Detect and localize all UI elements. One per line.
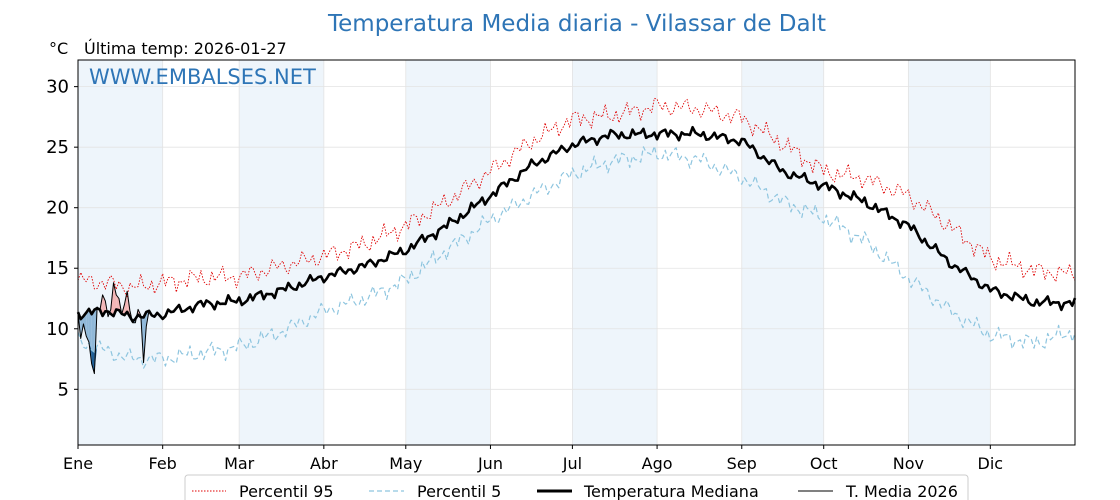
month-band [572, 60, 658, 445]
series-line-percentil-5 [77, 145, 1076, 369]
legend-label-2026: T. Media 2026 [845, 482, 958, 500]
below-median-fill [86, 308, 89, 343]
month-band [78, 60, 163, 445]
x-tick-label: Jun [477, 454, 503, 473]
legend-label-median: Temperatura Mediana [583, 482, 759, 500]
series-line-t-media-2026 [77, 282, 150, 375]
x-tick-label: May [389, 454, 422, 473]
above-median-fill [116, 294, 119, 311]
x-tick-label: Feb [149, 454, 177, 473]
above-median-fill [124, 291, 128, 316]
y-tick-label: 20 [46, 198, 69, 219]
legend-box [184, 474, 969, 500]
y-tick-label: 15 [46, 258, 69, 279]
month-band [741, 60, 824, 445]
x-tick-label: Sep [727, 454, 757, 473]
x-tick-label: Ago [642, 454, 673, 473]
below-p5-fill [91, 350, 95, 374]
x-tick-label: Jul [562, 454, 582, 473]
series-line-temperatura-mediana [76, 125, 1077, 323]
watermark: WWW.EMBALSES.NET [89, 65, 316, 89]
y-axis: 5 10 15 20 25 30 [46, 77, 78, 400]
legend-label-p5: Percentil 5 [417, 482, 501, 500]
legend-label-p95: Percentil 95 [239, 482, 334, 500]
plot-frame [77, 59, 1076, 446]
x-tick-label: Dic [978, 454, 1004, 473]
month-bands [78, 60, 991, 445]
chart-title: Temperatura Media diaria - Vilassar de D… [327, 11, 826, 37]
x-tick-label: Abr [310, 454, 338, 473]
series-lines [76, 97, 1077, 375]
y-tick-label: 5 [58, 379, 69, 400]
x-tick-label: Mar [224, 454, 255, 473]
month-band [239, 60, 324, 445]
y-tick-label: 30 [46, 77, 69, 98]
x-tick-label: Oct [810, 454, 838, 473]
unit-label: °C [49, 39, 68, 58]
x-axis: Ene Feb Mar Abr May Jun Jul Ago Sep Oct Nov Dic [63, 445, 1003, 473]
below-median-fill [83, 312, 87, 337]
series-line-percentil-95 [77, 97, 1076, 298]
last-temp-label: Última temp: 2026-01-27 [84, 39, 287, 58]
y-tick-label: 25 [46, 137, 69, 158]
above-median-fill [113, 282, 117, 317]
month-band [908, 60, 991, 445]
x-tick-label: Nov [893, 454, 924, 473]
legend: Percentil 95 Percentil 5 Temperatura Med… [184, 474, 969, 500]
y-tick-label: 10 [46, 319, 69, 340]
x-tick-label: Ene [63, 454, 93, 473]
grid-lines [77, 60, 1075, 445]
